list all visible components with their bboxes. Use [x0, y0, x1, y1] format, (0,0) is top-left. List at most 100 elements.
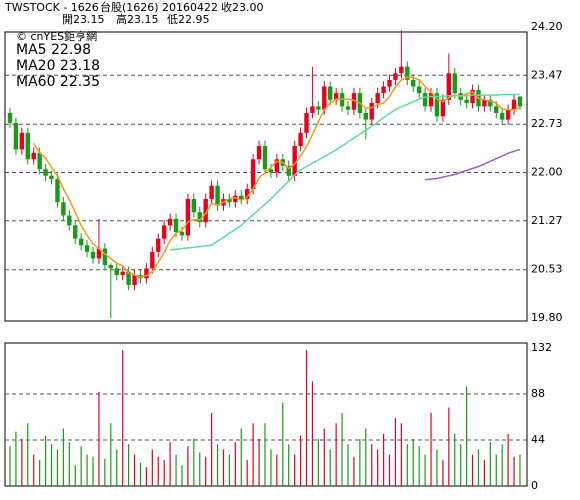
candle-body	[470, 89, 475, 104]
candle-body	[120, 271, 125, 276]
candle-body	[393, 73, 398, 80]
y-tick-label: 22.73	[531, 117, 563, 130]
y-tick-label: 88	[531, 387, 545, 400]
candle-body	[49, 175, 54, 180]
candle-body	[144, 268, 149, 279]
candle-body	[227, 198, 232, 203]
candle-body	[108, 265, 114, 269]
candle-body	[43, 169, 48, 176]
y-tick-label: 132	[531, 341, 552, 354]
candle-body	[304, 112, 309, 133]
candle-body	[310, 106, 315, 113]
candle-body	[67, 215, 72, 226]
candle-body	[434, 93, 440, 117]
candle-body	[96, 248, 102, 259]
candle-body	[322, 86, 327, 110]
candle-body	[405, 66, 410, 80]
candle-body	[13, 122, 19, 150]
candle-body	[375, 93, 380, 104]
candle-body	[19, 132, 25, 150]
candle-body	[239, 195, 244, 199]
candle-body	[7, 112, 13, 123]
candle-body	[369, 103, 374, 120]
y-tick-label: 22.00	[531, 166, 563, 179]
candle-body	[132, 275, 137, 285]
candle-body	[37, 152, 42, 170]
candle-body	[351, 93, 357, 110]
volume-panel	[4, 342, 528, 487]
candle-body	[173, 218, 179, 233]
candle-body	[464, 99, 469, 104]
candle-body	[328, 86, 333, 100]
header-close: 收23.00	[221, 0, 264, 14]
candle-body	[363, 112, 368, 120]
candle-body	[440, 99, 446, 117]
candle-body	[268, 169, 274, 173]
candle-body	[203, 198, 208, 223]
candle-body	[452, 73, 457, 94]
header-title: TWSTOCK - 1626	[4, 1, 99, 14]
candle-body	[102, 248, 108, 266]
candle-body	[179, 232, 185, 236]
candle-body	[156, 238, 161, 252]
candle-body	[90, 251, 96, 259]
header-date: 20160422	[162, 1, 218, 14]
candle-body	[505, 109, 511, 120]
legend-entry: MA5 22.98	[16, 42, 91, 58]
legend-entry: MA20 23.18	[16, 58, 100, 74]
watermark: © cnYES鉅亨網	[16, 29, 97, 43]
candle-body	[31, 152, 36, 160]
candle-body	[298, 132, 303, 147]
candle-body	[78, 238, 84, 246]
candle-body	[316, 106, 321, 110]
price-panel	[4, 31, 528, 322]
header-open: 開23.15	[62, 13, 105, 26]
candle-body	[61, 202, 66, 216]
candle-body	[150, 251, 155, 269]
candle-body	[399, 66, 404, 74]
candle-body	[245, 189, 250, 199]
candle-body	[517, 96, 523, 107]
candle-body	[482, 99, 487, 107]
candle-body	[209, 185, 214, 199]
y-tick-label: 0	[531, 479, 538, 492]
y-tick-label: 44	[531, 433, 545, 446]
header-name: 台股(1626)	[100, 0, 159, 14]
candle-body	[292, 146, 297, 176]
candle-body	[25, 132, 30, 160]
candle-body	[511, 99, 517, 110]
candle-body	[411, 79, 416, 87]
candle-body	[197, 212, 202, 223]
candle-body	[494, 106, 499, 113]
candle-body	[215, 185, 220, 206]
candle-body	[499, 112, 505, 120]
candle-body	[274, 159, 280, 173]
candle-body	[161, 225, 167, 239]
candle-body	[428, 93, 434, 107]
candle-body	[387, 79, 392, 87]
candle-body	[84, 245, 90, 252]
y-tick-label: 19.80	[531, 311, 563, 324]
candle-body	[73, 225, 78, 239]
candle-body	[262, 146, 268, 170]
candle-body	[381, 86, 386, 94]
legend-entry: MA60 22.35	[16, 74, 100, 90]
candle-body	[233, 195, 238, 203]
candle-body	[416, 86, 422, 94]
y-tick-label: 24.20	[531, 20, 563, 33]
candle-body	[333, 93, 339, 100]
y-tick-label: 21.27	[531, 214, 563, 227]
y-tick-label: 23.47	[531, 68, 563, 81]
candle-body	[185, 198, 191, 236]
y-tick-label: 20.53	[531, 263, 563, 276]
candle-body	[446, 73, 452, 100]
candle-body	[55, 179, 60, 203]
ma-line	[170, 93, 520, 251]
ma-line	[33, 76, 521, 278]
candle-body	[191, 198, 197, 213]
candle-body	[114, 268, 119, 276]
candle-body	[422, 93, 428, 107]
candle-body	[256, 146, 262, 160]
